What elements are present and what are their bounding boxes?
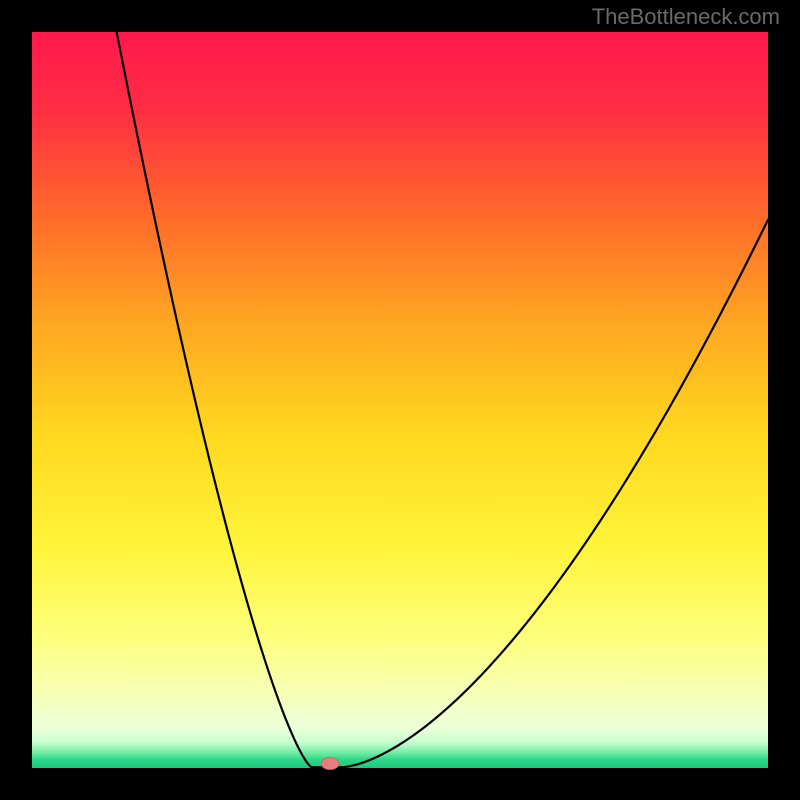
watermark-text: TheBottleneck.com [592, 4, 780, 30]
minimum-marker [321, 758, 339, 770]
bottleneck-chart [0, 0, 800, 800]
plot-background [32, 32, 768, 768]
